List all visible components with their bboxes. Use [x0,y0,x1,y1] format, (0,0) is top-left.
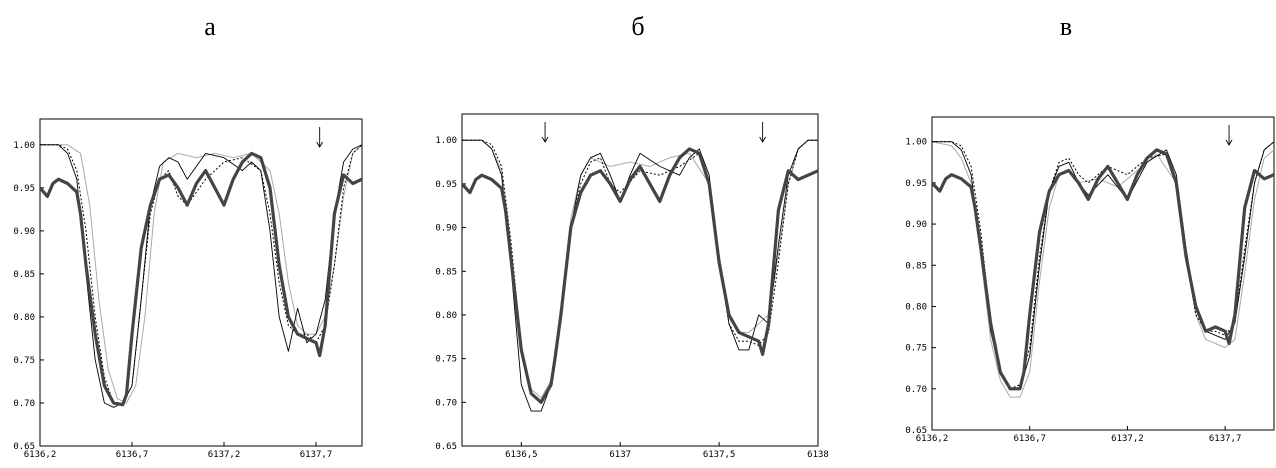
y-tick-label: 0.75 [905,344,927,354]
y-tick-label: 0.85 [13,270,35,280]
y-tick-label: 0.85 [905,261,927,271]
plot-frame [461,113,819,447]
x-tick-label: 6136,2 [916,434,949,444]
x-tick-label: 6137 [609,450,631,460]
line-marker-arrowhead [759,136,767,143]
panel-letter-v: в [1059,12,1073,41]
x-tick-label: 6136,7 [116,450,149,460]
y-tick-label: 0.65 [435,442,457,452]
series-line-thin [40,144,362,408]
x-tick-label: 6137,2 [1111,434,1144,444]
x-tick-label: 6136,5 [505,450,538,460]
y-tick-label: 0.80 [905,302,927,312]
y-tick-label: 0.65 [905,426,927,436]
panel-letter-a: а [204,12,216,41]
y-tick-label: 0.95 [435,180,457,190]
plot-frame [39,118,363,447]
spectrum-chart-a: 0.65 0.70 0.75 0.80 0.85 0.90 0.95 1.00 6136,2 61… [13,118,363,460]
line-marker-arrowhead [1225,139,1233,146]
spectrum-chart-b: 0.65 0.70 0.75 0.80 0.85 0.90 0.95 1.00 6136,5 61… [435,113,829,460]
series-line-gray [932,141,1274,398]
y-tick-label: 0.70 [435,398,457,408]
series-line-thin [932,141,1274,390]
y-tick-label: 0.90 [905,220,927,230]
y-tick-label: 0.80 [435,311,457,321]
plot-frame [931,116,1275,431]
x-tick-label: 6137,2 [208,450,241,460]
line-marker-arrowhead [541,136,549,143]
y-tick-label: 0.90 [13,227,35,237]
y-tick-label: 1.00 [905,138,927,148]
x-tick-label: 6137,7 [300,450,333,460]
series-line-thick [40,151,362,407]
y-tick-label: 0.95 [905,179,927,189]
y-tick-label: 0.70 [13,399,35,409]
series-line-gray [462,139,818,399]
y-tick-label: 0.75 [13,356,35,366]
x-tick-label: 6137,7 [1209,434,1242,444]
x-tick-label: 6137,5 [703,450,736,460]
series-line-dotted [462,139,818,403]
y-tick-label: 0.95 [13,184,35,194]
y-tick-label: 0.90 [435,224,457,234]
x-tick-label: 6136,2 [24,450,57,460]
y-tick-label: 0.65 [13,442,35,452]
y-tick-label: 0.80 [13,313,35,323]
y-tick-label: 1.00 [13,141,35,151]
y-tick-label: 0.75 [435,355,457,365]
x-tick-label: 6138 [807,450,829,460]
panel-letter-b: б [631,12,645,41]
y-tick-label: 0.85 [435,267,457,277]
y-tick-label: 0.70 [905,385,927,395]
spectrum-chart-v: 0.65 0.70 0.75 0.80 0.85 0.90 0.95 1.00 6136,2 61… [905,116,1275,444]
series-line-thin [462,139,818,412]
y-tick-label: 1.00 [435,136,457,146]
series-line-thick [462,147,818,404]
x-tick-label: 6136,7 [1013,434,1046,444]
line-marker-arrowhead [316,141,324,148]
series-line-gray [40,144,362,404]
series-line-thick [932,148,1274,391]
